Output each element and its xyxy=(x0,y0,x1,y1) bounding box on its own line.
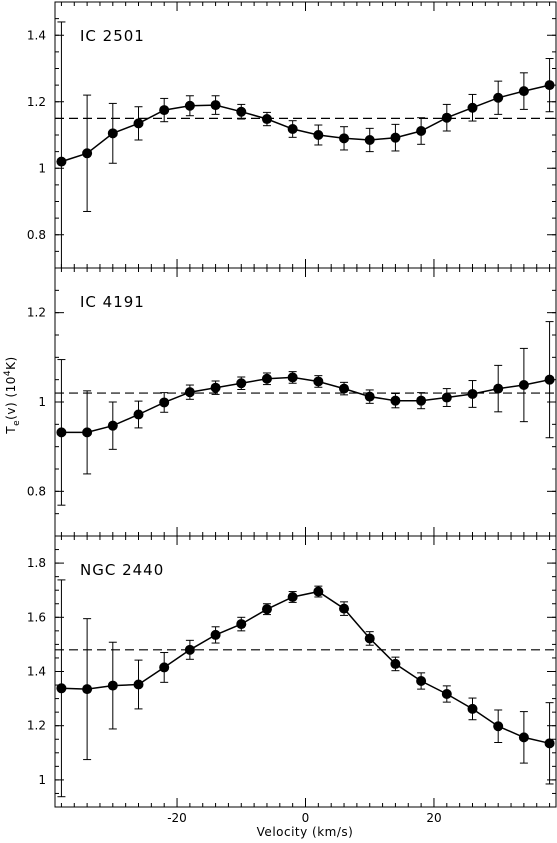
data-point xyxy=(236,106,247,117)
panel-ic-4191: 0.8 1 1.2 IC 4191 xyxy=(27,267,557,537)
data-point xyxy=(544,80,555,91)
y-tick-label: 1 xyxy=(38,773,46,787)
y-axis-title: Te(v) (104K) xyxy=(3,356,22,434)
y-tick-label: 1 xyxy=(38,395,46,409)
data-point xyxy=(184,644,195,655)
data-point xyxy=(364,633,375,644)
data-point xyxy=(493,383,504,394)
data-point xyxy=(390,658,401,669)
series-line xyxy=(61,376,550,434)
x-tick-label: 20 xyxy=(426,811,441,825)
data-point xyxy=(56,683,67,694)
y-tick-label: 1.2 xyxy=(27,719,46,733)
y-tick-label: 0.8 xyxy=(27,228,46,242)
y-axis-title-superscript: 4 xyxy=(3,370,13,376)
data-point xyxy=(56,156,67,167)
data-point xyxy=(287,124,298,135)
data-point xyxy=(518,380,529,391)
data-point xyxy=(339,383,350,394)
data-point xyxy=(82,427,93,438)
x-tick-label: 0 xyxy=(302,811,310,825)
data-point xyxy=(287,372,298,383)
data-point xyxy=(467,703,478,714)
data-point xyxy=(544,374,555,385)
y-axis-title-symbol: T xyxy=(4,426,18,435)
data-point xyxy=(56,427,67,438)
data-point xyxy=(261,114,272,125)
data-point xyxy=(82,684,93,695)
data-point xyxy=(210,100,221,111)
data-point xyxy=(467,102,478,113)
data-point xyxy=(364,134,375,145)
data-point xyxy=(416,395,427,406)
data-point xyxy=(261,604,272,615)
y-tick-label: 1.8 xyxy=(27,556,46,570)
y-tick-label: 1.2 xyxy=(27,95,46,109)
data-point xyxy=(236,378,247,389)
y-tick-label: 1.2 xyxy=(27,306,46,320)
data-point xyxy=(133,118,144,129)
data-point xyxy=(133,679,144,690)
panel-label: IC 2501 xyxy=(80,27,145,45)
panel-ngc-2440: 1 1.2 1.4 1.6 1.8 NGC 2440 xyxy=(27,535,557,808)
chart-panels: 0.8 1 1.2 1.4 IC 2501 0.8 1 1.2 IC 4191 1 1.2 1.4 1.… xyxy=(27,1,557,808)
data-point xyxy=(390,395,401,406)
data-point xyxy=(184,100,195,111)
panel-label: NGC 2440 xyxy=(80,561,164,579)
data-point xyxy=(416,126,427,137)
data-point xyxy=(82,148,93,159)
data-point xyxy=(313,130,324,140)
data-point xyxy=(159,662,170,673)
panel-ic-2501: 0.8 1 1.2 1.4 IC 2501 xyxy=(27,1,557,269)
data-point xyxy=(441,392,452,403)
data-point xyxy=(236,619,247,630)
data-point xyxy=(390,132,401,143)
data-point xyxy=(261,373,272,384)
y-axis-title-middle: (v) (10 xyxy=(4,376,18,420)
data-point xyxy=(493,92,504,103)
x-axis-title: Velocity (km/s) xyxy=(257,825,354,839)
panel-label: IC 4191 xyxy=(80,293,145,311)
shared-x-axis: -20 0 20 xyxy=(167,811,441,825)
data-point xyxy=(339,603,350,614)
data-point xyxy=(159,105,170,116)
data-point xyxy=(493,721,504,732)
data-point xyxy=(441,688,452,699)
y-tick-label: 0.8 xyxy=(27,484,46,498)
y-axis-title-unit: K) xyxy=(4,356,18,370)
x-tick-label: -20 xyxy=(167,811,187,825)
data-point xyxy=(133,409,144,420)
y-tick-label: 1.4 xyxy=(27,28,46,42)
data-point xyxy=(210,382,221,393)
data-point xyxy=(287,591,298,602)
data-point xyxy=(544,738,555,749)
y-axis-title-subscript: e xyxy=(12,420,22,426)
data-point xyxy=(339,133,350,144)
data-point xyxy=(364,391,375,402)
data-point xyxy=(107,128,118,139)
data-point xyxy=(467,388,478,399)
y-tick-label: 1.4 xyxy=(27,665,46,679)
data-point xyxy=(416,675,427,686)
data-point xyxy=(518,732,529,743)
y-tick-label: 1 xyxy=(38,161,46,175)
data-point xyxy=(159,397,170,408)
data-point xyxy=(210,629,221,640)
data-point xyxy=(107,420,118,431)
series-line xyxy=(61,590,550,745)
y-tick-label: 1.6 xyxy=(27,610,46,624)
data-point xyxy=(107,680,118,691)
data-point xyxy=(313,586,324,597)
data-point xyxy=(313,376,324,387)
data-point xyxy=(441,112,452,123)
data-point xyxy=(518,86,529,97)
data-point xyxy=(184,387,195,398)
